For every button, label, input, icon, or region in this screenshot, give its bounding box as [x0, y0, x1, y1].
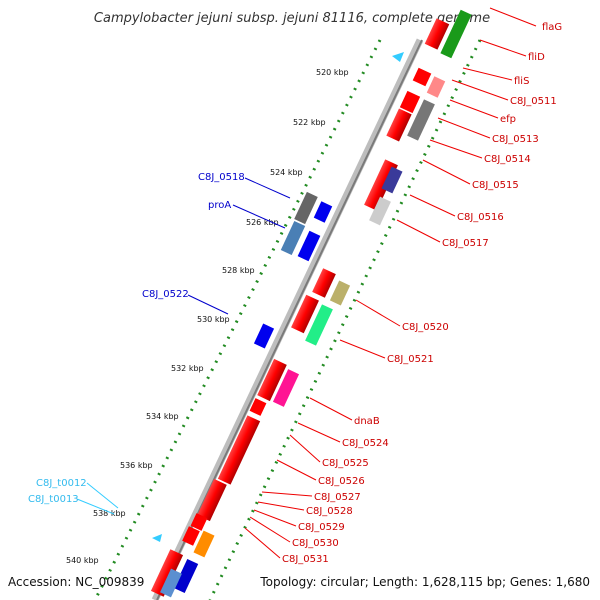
rna-feature[interactable]	[152, 534, 162, 542]
gene-label[interactable]: C8J_t0012	[36, 478, 87, 489]
gene-label[interactable]: C8J_0528	[306, 506, 353, 517]
cds-feature[interactable]	[280, 220, 306, 256]
features-reverse	[152, 52, 404, 598]
gene-label[interactable]: dnaB	[354, 416, 380, 427]
gene-label[interactable]: C8J_0518	[198, 172, 245, 183]
cds-feature[interactable]	[313, 201, 333, 223]
gene-label[interactable]: C8J_0531	[282, 554, 329, 565]
gene-label[interactable]: C8J_0521	[387, 354, 434, 365]
features-forward	[150, 9, 472, 597]
tick-label: 526 kbp	[246, 218, 279, 227]
cds-feature[interactable]	[272, 369, 300, 407]
cds-feature[interactable]	[291, 294, 319, 334]
label-lines-right	[244, 7, 537, 559]
cds-feature[interactable]	[407, 99, 435, 141]
rna-feature[interactable]	[392, 52, 404, 62]
cds-feature[interactable]	[173, 558, 199, 594]
cds-feature[interactable]	[190, 513, 208, 531]
cds-feature[interactable]	[329, 280, 351, 306]
cds-feature[interactable]	[253, 323, 275, 349]
tick-label: 536 kbp	[120, 461, 153, 470]
accession-text: Accession: NC_009839	[8, 575, 144, 589]
gene-label[interactable]: C8J_0516	[457, 212, 504, 223]
tick-label: 520 kbp	[316, 68, 349, 77]
tick-label: 522 kbp	[293, 118, 326, 127]
gene-label[interactable]: C8J_0513	[492, 134, 539, 145]
gene-label[interactable]: C8J_0514	[484, 154, 531, 165]
cds-feature[interactable]	[305, 304, 333, 346]
cds-feature[interactable]	[217, 415, 261, 485]
cds-feature[interactable]	[440, 9, 472, 59]
gene-label[interactable]: C8J_0525	[322, 458, 369, 469]
tick-labels: 520 kbp 522 kbp 524 kbp 526 kbp 528 kbp …	[66, 68, 349, 565]
gene-label[interactable]: proA	[208, 200, 231, 211]
cds-feature[interactable]	[249, 398, 267, 416]
tick-dots-left	[93, 39, 382, 600]
tick-label: 538 kbp	[93, 509, 126, 518]
map-title: Campylobacter jejuni subsp. jejuni 81116…	[94, 11, 490, 26]
gene-label[interactable]: flaG	[542, 22, 562, 33]
tick-label: 528 kbp	[222, 266, 255, 275]
labels-right: flaG fliD fliS C8J_0511 efp C8J_0513 C8J…	[282, 22, 562, 565]
gene-label[interactable]: C8J_0526	[318, 476, 365, 487]
labels-left: C8J_0518 proA C8J_0522 C8J_t0012 C8J_t00…	[28, 172, 245, 505]
cds-feature[interactable]	[426, 76, 446, 98]
gene-label[interactable]: C8J_0524	[342, 438, 389, 449]
cds-feature[interactable]	[381, 166, 403, 194]
cds-feature[interactable]	[193, 530, 215, 558]
gene-label[interactable]: fliD	[528, 52, 545, 63]
tick-label: 540 kbp	[66, 556, 99, 565]
tick-label: 524 kbp	[270, 168, 303, 177]
gene-label[interactable]: C8J_0515	[472, 180, 519, 191]
gene-label[interactable]: C8J_0527	[314, 492, 361, 503]
cds-feature[interactable]	[257, 358, 287, 402]
cds-feature[interactable]	[386, 108, 412, 142]
gene-label[interactable]: C8J_0517	[442, 238, 489, 249]
gene-label[interactable]: C8J_0529	[298, 522, 345, 533]
cds-feature[interactable]	[294, 191, 318, 225]
gene-label[interactable]: C8J_0511	[510, 96, 557, 107]
cds-feature[interactable]	[312, 268, 336, 298]
gene-label[interactable]: fliS	[514, 76, 529, 87]
genome-summary-text: Topology: circular; Length: 1,628,115 bp…	[259, 575, 590, 589]
cds-feature[interactable]	[182, 526, 200, 546]
gene-label[interactable]: C8J_0522	[142, 289, 189, 300]
cds-feature[interactable]	[197, 478, 227, 522]
label-lines-left	[76, 177, 291, 515]
cds-feature[interactable]	[399, 90, 421, 114]
gene-label[interactable]: C8J_0530	[292, 538, 339, 549]
cds-feature[interactable]	[412, 67, 432, 87]
backbone	[151, 38, 424, 600]
tick-label: 530 kbp	[197, 315, 230, 324]
gene-label[interactable]: efp	[500, 114, 516, 125]
cds-feature[interactable]	[424, 18, 450, 50]
gene-label[interactable]: C8J_t0013	[28, 494, 79, 505]
cds-feature[interactable]	[369, 196, 391, 226]
tick-label: 532 kbp	[171, 364, 204, 373]
gene-label[interactable]: C8J_0520	[402, 322, 449, 333]
cds-feature[interactable]	[297, 230, 321, 262]
tick-label: 534 kbp	[146, 412, 179, 421]
cds-feature[interactable]	[160, 568, 182, 598]
cds-feature[interactable]	[150, 549, 184, 597]
